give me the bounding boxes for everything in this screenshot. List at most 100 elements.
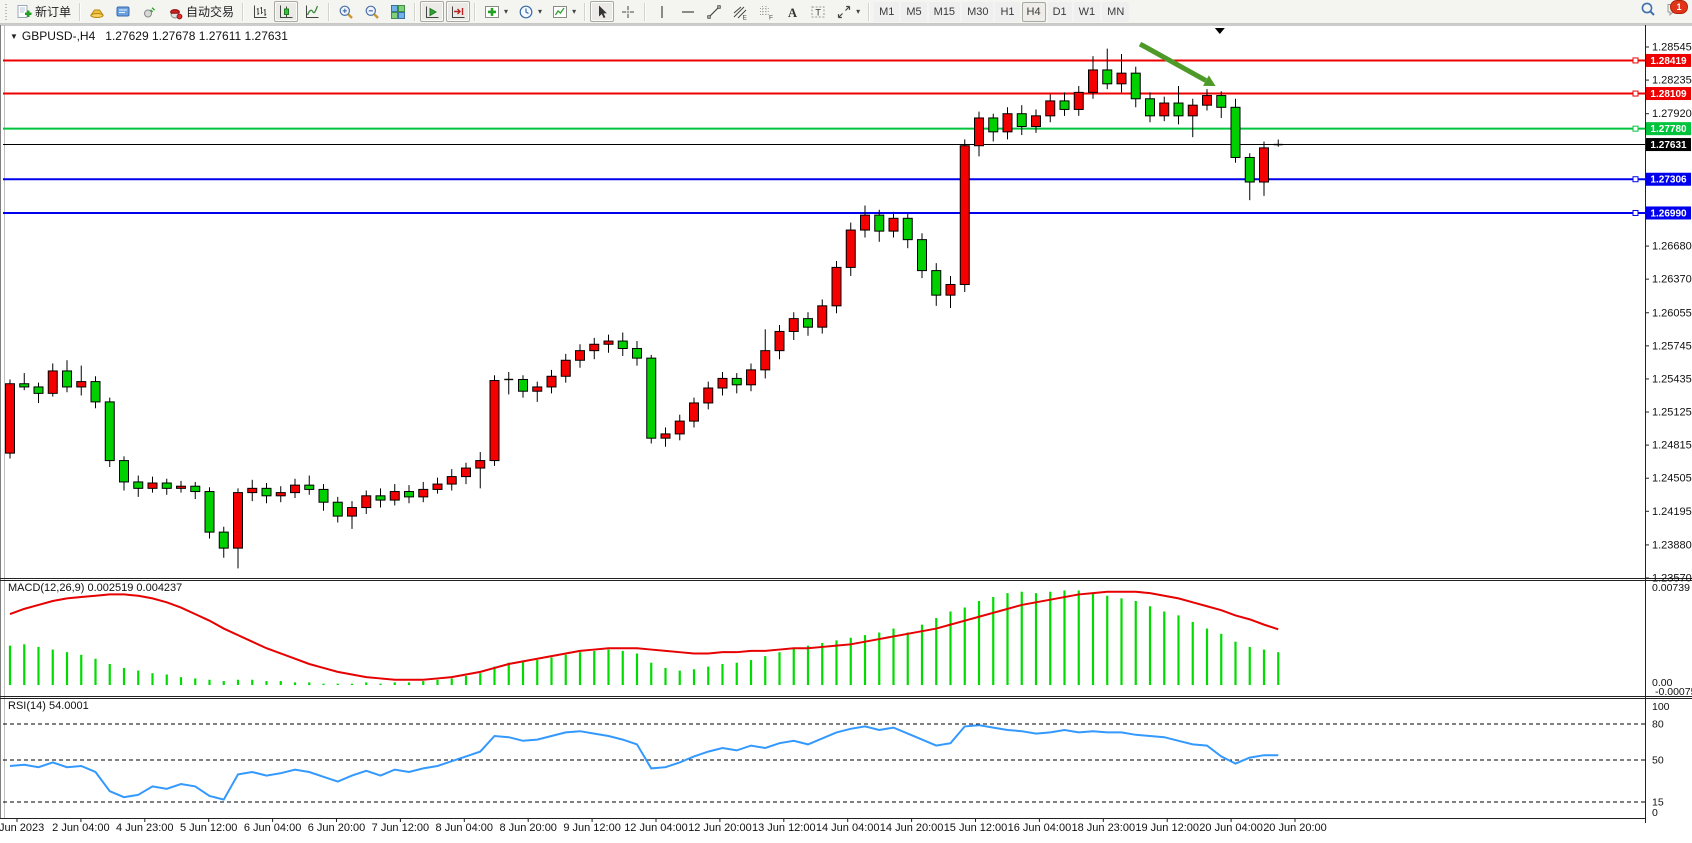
dropdown-caret-icon: ▾	[572, 7, 577, 16]
macd-signal-line	[9, 590, 1279, 681]
date-label: 2 Jun 04:00	[52, 822, 110, 834]
autotrade-button[interactable]: 自动交易	[163, 1, 238, 22]
fibonacci-button[interactable]: F	[754, 1, 778, 22]
candlestick-chart-button[interactable]	[274, 1, 299, 22]
svg-text:1.26370: 1.26370	[1652, 274, 1692, 286]
toolbar-separator	[414, 2, 417, 21]
new-order-icon	[16, 4, 32, 20]
chevron-down-icon[interactable]: ▼	[10, 32, 18, 41]
chart-window: 1.28545 1.28235 1.27920 1.26680 1.26370 1.260…	[0, 24, 1692, 843]
chart-shift-button[interactable]	[446, 1, 471, 22]
trendline-button[interactable]	[702, 1, 726, 22]
notification-badge: 1	[1670, 0, 1688, 14]
trendline-icon	[706, 4, 722, 20]
svg-text:1.24505: 1.24505	[1652, 473, 1692, 485]
date-label: 12 Jun 04:00	[624, 822, 688, 834]
vertical-line-button[interactable]	[650, 1, 674, 22]
main-toolbar: 新订单 自动交易 ▾ ▾ ▾ E F A T ▾ M1 M5 M15 M30 H1 H4 D1 W1 MN 1	[0, 0, 1692, 24]
line-chart-button[interactable]	[300, 1, 324, 22]
auto-scroll-icon	[424, 4, 440, 20]
date-label: 1 Jun 2023	[0, 822, 45, 834]
notifications-button[interactable]: 1	[1664, 0, 1688, 22]
timeframe-m15-button[interactable]: M15	[928, 1, 961, 22]
dropdown-caret-icon: ▾	[538, 7, 543, 16]
date-label: 5 Jun 12:00	[179, 822, 238, 834]
date-label: 4 Jun 23:00	[116, 822, 174, 834]
equidistant-channel-icon: E	[732, 4, 748, 21]
candlestick-series	[5, 48, 1283, 569]
crosshair-icon	[620, 4, 636, 20]
svg-text:1.27306: 1.27306	[1650, 175, 1687, 186]
svg-text:0.00739: 0.00739	[1652, 582, 1690, 594]
svg-text:A: A	[788, 6, 797, 20]
equidistant-channel-button[interactable]: E	[728, 1, 752, 22]
timeframe-w1-button[interactable]: W1	[1073, 1, 1101, 22]
svg-text:1.28419: 1.28419	[1650, 56, 1687, 67]
chart-canvas[interactable]: 1.28545 1.28235 1.27920 1.26680 1.26370 1.260…	[0, 24, 1692, 843]
cursor-button[interactable]	[590, 1, 615, 22]
text-label-button[interactable]: T	[806, 1, 830, 22]
macd-pane: 0.00739 0.00-0.000751	[8, 582, 1692, 698]
text-icon: A	[784, 4, 800, 20]
toolbar-separator	[474, 2, 477, 21]
price-axis[interactable]: 1.28545 1.28235 1.27920 1.26680 1.26370 1.260…	[1645, 42, 1692, 585]
svg-text:1.28545: 1.28545	[1652, 42, 1692, 54]
svg-text:1.27631: 1.27631	[1650, 140, 1687, 151]
svg-text:50: 50	[1652, 755, 1664, 767]
bar-chart-icon	[252, 4, 268, 20]
gold-button[interactable]	[85, 1, 109, 22]
autotrade-button-label: 自动交易	[186, 5, 235, 19]
toolbar-separator	[644, 2, 647, 21]
timeframe-m1-button[interactable]: M1	[874, 1, 900, 22]
auto-scroll-button[interactable]	[420, 1, 445, 22]
timeframe-mn-button[interactable]: MN	[1102, 1, 1130, 22]
horizontal-line-icon	[680, 4, 696, 20]
arrows-icon	[836, 4, 852, 20]
svg-text:1.25435: 1.25435	[1652, 373, 1692, 385]
svg-text:1.27780: 1.27780	[1650, 124, 1687, 135]
cursor-icon	[594, 4, 610, 20]
expert-advisors-button[interactable]	[111, 1, 135, 22]
zoom-out-button[interactable]	[360, 1, 384, 22]
svg-text:1.28235: 1.28235	[1652, 75, 1692, 87]
horizontal-line-button[interactable]	[676, 1, 700, 22]
svg-text:F: F	[769, 14, 773, 20]
indicators-button[interactable]: ▾	[480, 1, 512, 22]
date-label: 14 Jun 20:00	[879, 822, 944, 834]
arrows-button[interactable]: ▾	[832, 1, 864, 22]
candlestick-chart-icon	[278, 4, 294, 20]
timeframe-d1-button[interactable]: D1	[1047, 1, 1072, 22]
date-label: 19 Jun 12:00	[1135, 822, 1199, 834]
templates-button[interactable]: ▾	[548, 1, 580, 22]
svg-text:E: E	[743, 14, 748, 20]
svg-text:1.28109: 1.28109	[1650, 89, 1687, 100]
timeframe-h4-button[interactable]: H4	[1021, 1, 1046, 22]
new-order-button[interactable]: 新订单	[12, 1, 75, 22]
crosshair-button[interactable]	[616, 1, 640, 22]
trend-arrow-annotation[interactable]	[1138, 41, 1216, 86]
date-label: 7 Jun 12:00	[371, 822, 430, 834]
date-label: 9 Jun 12:00	[563, 822, 621, 834]
search-button[interactable]	[1638, 2, 1658, 22]
horizontal-level-lines[interactable]	[3, 57, 1645, 216]
date-axis[interactable]: 1 Jun 2023 2 Jun 04:00 4 Jun 23:00 5 Jun 12…	[0, 820, 1645, 840]
tile-windows-button[interactable]	[386, 1, 410, 22]
bar-chart-button[interactable]	[248, 1, 272, 22]
svg-text:1.23880: 1.23880	[1652, 539, 1692, 551]
svg-text:1.25125: 1.25125	[1652, 407, 1692, 419]
date-label: 20 Jun 04:00	[1199, 822, 1263, 834]
macd-indicator-label: MACD(12,26,9) 0.002519 0.004237	[8, 582, 183, 594]
toolbar-grip[interactable]	[4, 3, 9, 20]
dropdown-caret-icon: ▾	[856, 7, 861, 16]
periods-button[interactable]: ▾	[514, 1, 546, 22]
vertical-line-icon	[654, 4, 670, 20]
zoom-in-button[interactable]	[334, 1, 358, 22]
svg-text:1.25745: 1.25745	[1652, 340, 1692, 352]
timeframe-m5-button[interactable]: M5	[901, 1, 927, 22]
signals-button[interactable]	[137, 1, 161, 22]
date-label: 15 Jun 12:00	[943, 822, 1008, 834]
timeframe-h1-button[interactable]: H1	[995, 1, 1020, 22]
timeframe-m30-button[interactable]: M30	[962, 1, 994, 22]
text-button[interactable]: A	[780, 1, 804, 22]
